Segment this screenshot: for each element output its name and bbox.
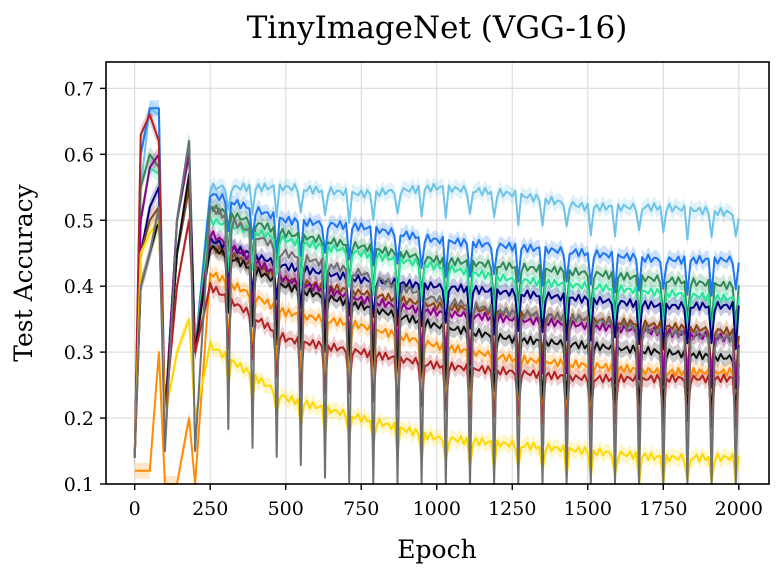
x-tick-label: 1250 xyxy=(488,498,536,520)
x-tick-label: 1500 xyxy=(564,498,612,520)
series-line-6 xyxy=(133,153,740,458)
x-tick-label: 500 xyxy=(268,498,304,520)
x-axis-label: Epoch xyxy=(397,535,476,564)
y-axis-label: Test Accuracy xyxy=(9,183,38,361)
x-tick-label: 1750 xyxy=(639,498,687,520)
chart-title: TinyImageNet (VGG-16) xyxy=(247,10,628,46)
series-line-0 xyxy=(133,107,740,458)
series-line-1 xyxy=(133,107,740,458)
y-tick-label: 0.2 xyxy=(64,408,94,430)
series-band-8 xyxy=(134,264,739,484)
axis-ticks: 0 250 500 750 1000 1250 1500 1750 2000 0.1 0.2 0.3 0… xyxy=(64,78,763,520)
y-tick-label: 0.4 xyxy=(64,276,94,298)
y-tick-label: 0.5 xyxy=(64,210,94,232)
series-band-0 xyxy=(134,100,739,466)
x-tick-label: 1000 xyxy=(413,498,461,520)
series-band-10 xyxy=(134,212,739,485)
y-tick-label: 0.6 xyxy=(64,144,94,166)
y-tick-label: 0.7 xyxy=(64,78,94,100)
y-tick-label: 0.1 xyxy=(64,474,94,496)
series-lines xyxy=(133,107,740,485)
x-tick-label: 250 xyxy=(192,498,228,520)
y-tick-label: 0.3 xyxy=(64,342,94,364)
x-tick-label: 750 xyxy=(343,498,379,520)
plot-frame xyxy=(105,61,770,485)
x-tick-label: 2000 xyxy=(715,498,763,520)
x-tick-label: 0 xyxy=(129,498,141,520)
series-line-11 xyxy=(133,140,740,485)
